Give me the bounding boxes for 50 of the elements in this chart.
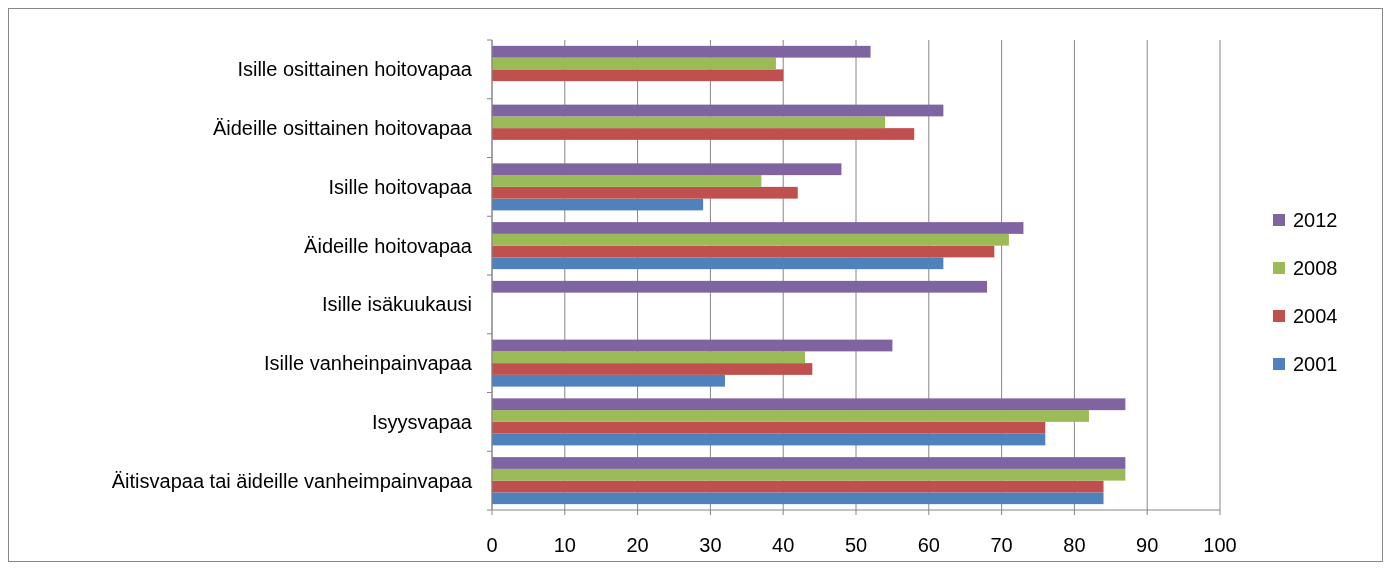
bar <box>492 186 798 199</box>
bar <box>492 351 806 364</box>
bar <box>492 57 776 70</box>
bar <box>492 245 995 258</box>
bar <box>492 374 725 387</box>
x-tick-label: 90 <box>1136 534 1159 556</box>
bar <box>492 280 988 293</box>
x-tick-label: 100 <box>1203 534 1237 556</box>
legend-label: 2001 <box>1293 353 1338 375</box>
x-tick-label: 20 <box>626 534 649 556</box>
x-tick-label: 80 <box>1063 534 1086 556</box>
y-tick-label: Äitisvapaa tai äideille vanheimpainvapaa <box>111 469 473 492</box>
bar <box>492 198 704 211</box>
legend-label: 2012 <box>1293 209 1338 231</box>
bar <box>492 116 886 129</box>
y-tick-label: Isille osittainen hoitovapaa <box>237 58 473 81</box>
legend-label: 2008 <box>1293 257 1338 279</box>
x-tick-label: 10 <box>553 534 576 556</box>
bar <box>492 163 842 176</box>
bar <box>492 433 1046 446</box>
y-tick-label: Isille vanheinpainvapaa <box>264 352 473 375</box>
x-tick-label: 60 <box>917 534 940 556</box>
legend-label: 2004 <box>1293 305 1338 327</box>
x-tick-label: 70 <box>990 534 1013 556</box>
bar <box>492 339 893 352</box>
bar <box>492 457 1126 469</box>
bar <box>492 363 813 375</box>
bar <box>492 104 944 117</box>
bar <box>492 421 1046 434</box>
bar <box>492 128 915 140</box>
y-tick-label: Äideille osittainen hoitovapaa <box>212 117 473 140</box>
y-tick-label: Äideille hoitovapaa <box>304 234 473 257</box>
y-tick-label: Isille hoitovapaa <box>328 175 473 198</box>
bar <box>492 45 871 58</box>
x-tick-label: 0 <box>486 534 498 556</box>
bar <box>492 69 784 82</box>
bar <box>492 468 1126 481</box>
bar <box>492 410 1089 422</box>
x-tick-label: 40 <box>772 534 795 556</box>
bar <box>492 257 944 270</box>
y-tick-label: Isille isäkuukausi <box>321 293 472 316</box>
x-tick-label: 50 <box>844 534 868 556</box>
bar <box>492 233 1009 246</box>
x-tick-label: 30 <box>699 534 722 556</box>
bar <box>492 175 762 187</box>
bar <box>492 492 1104 505</box>
bar <box>492 398 1126 411</box>
bar <box>492 222 1024 234</box>
bar <box>492 480 1104 493</box>
y-tick-label: Isyysvapaa <box>371 410 473 433</box>
